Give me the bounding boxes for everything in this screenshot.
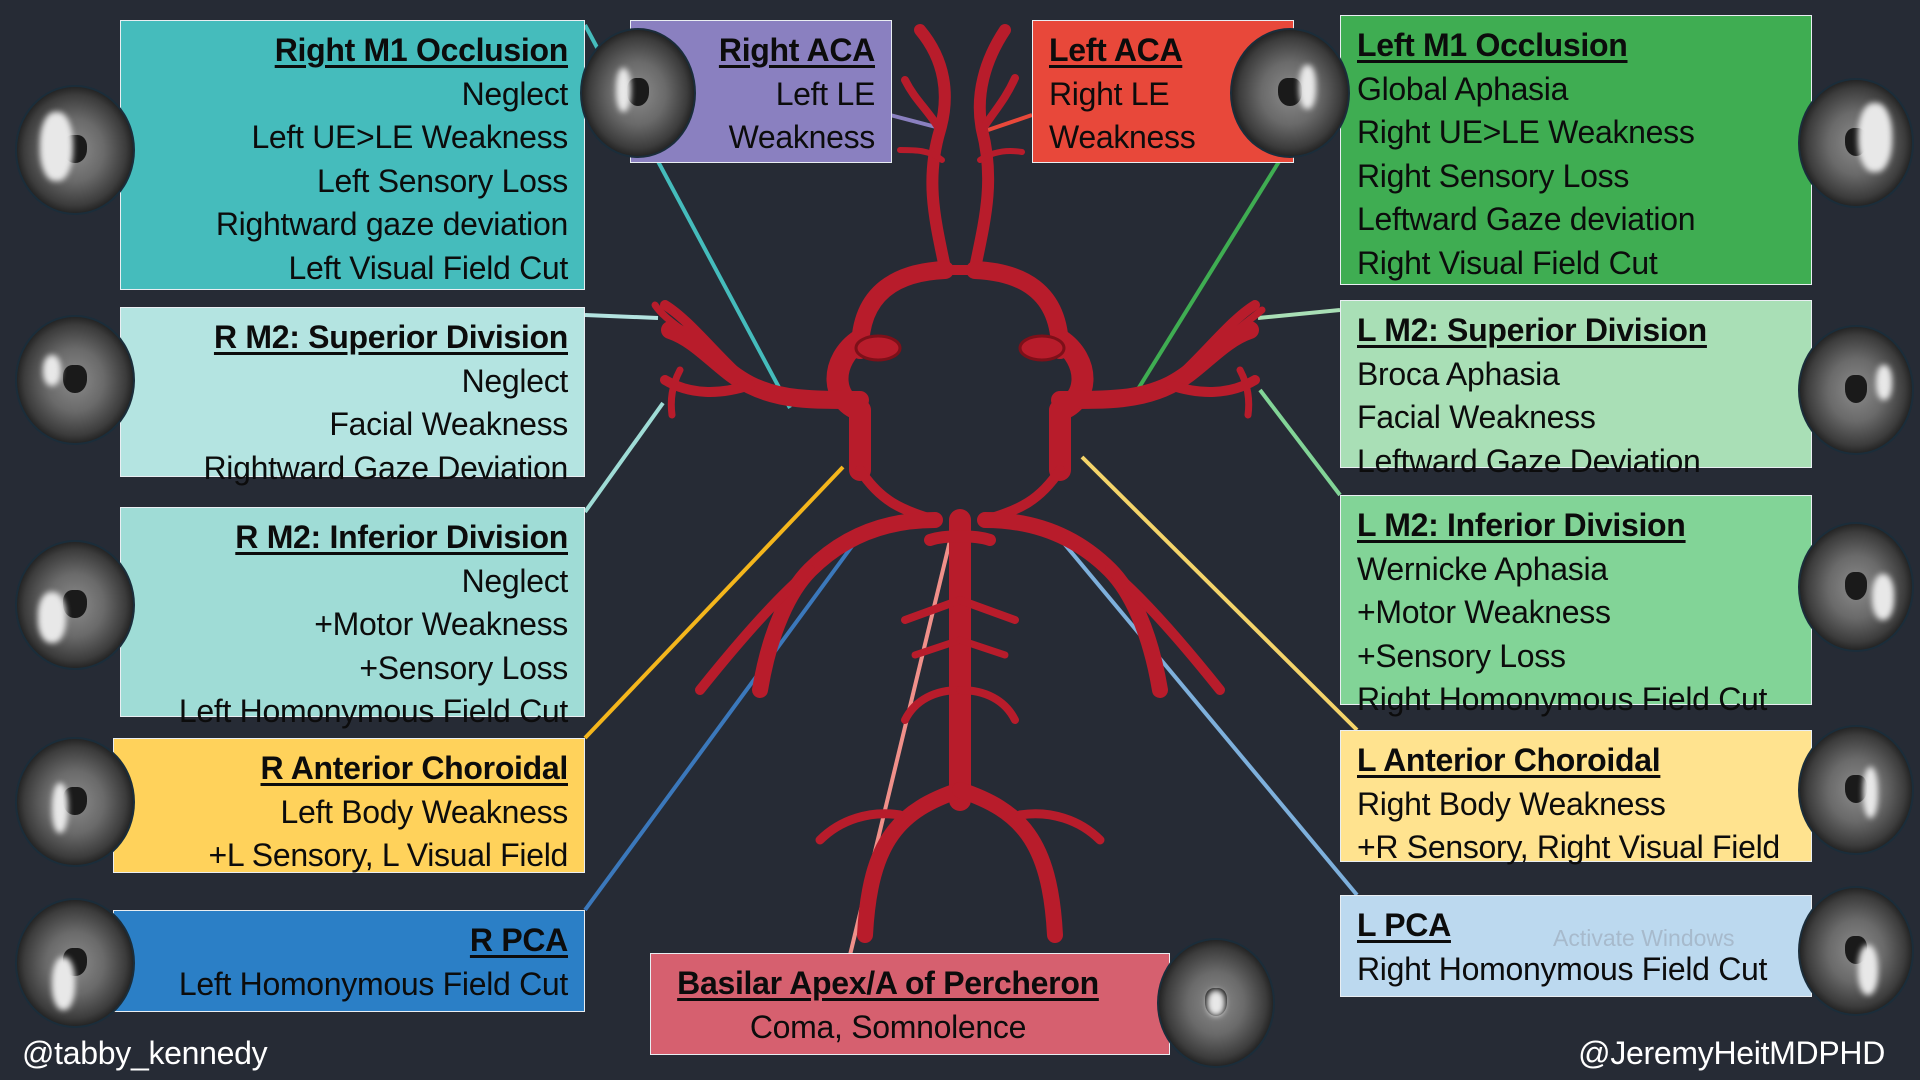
r-m2-sup-symptom-2: Facial Weakness [329, 406, 568, 442]
mri-scan-l-m2-sup [1798, 325, 1914, 455]
right-m1-title: Right M1 Occlusion [274, 32, 569, 68]
connector-l-pca [1055, 533, 1359, 897]
l-m2-inferior-box: L M2: Inferior Division Wernicke Aphasia… [1340, 495, 1812, 717]
connector-r-m2-sup [584, 313, 659, 320]
r-ant-chor-title: R Anterior Choroidal [260, 750, 569, 786]
r-m2-sup-symptom-1: Neglect [461, 362, 569, 399]
right-m1-symptom-2: Left UE>LE Weakness [251, 119, 568, 155]
left-m1-title: Left M1 Occlusion [1357, 27, 1628, 63]
right-m1-symptom-4: Rightward gaze deviation [215, 206, 568, 242]
mri-scan-basilar [1157, 938, 1275, 1068]
connector-left-aca [987, 113, 1033, 132]
l-m2-superior-box: L M2: Superior Division Broca Aphasia Fa… [1340, 300, 1812, 479]
artery-tree [651, 24, 1266, 943]
l-m2-sup-symptom-2: Facial Weakness [1357, 399, 1596, 435]
right-aca-symptom-2: Weakness [728, 119, 876, 155]
basilar-title: Basilar Apex/A of Percheron [677, 965, 1099, 1001]
connector-lines [583, 24, 1359, 956]
l-pca-title: L PCA [1357, 907, 1451, 943]
mri-scan-left-m1 [1798, 78, 1914, 208]
l-m2-inf-symptom-2: +Motor Weakness [1357, 594, 1611, 630]
r-m2-superior-box: R M2: Superior Division Neglect Facial W… [120, 307, 585, 486]
r-ant-chor-symptom-2: +L Sensory, L Visual Field [208, 837, 568, 873]
l-ant-chor-title: L Anterior Choroidal [1357, 742, 1661, 778]
l-ant-chor-symptom-2: +R Sensory, Right Visual Field [1357, 829, 1780, 865]
credit-jeremy-heit: @JeremyHeitMDPHD [1578, 1035, 1885, 1071]
mri-scan-r-pca [15, 898, 135, 1028]
left-pca-vessel [977, 512, 1168, 698]
mri-scan-r-m2-sup [15, 315, 135, 445]
r-pca-title: R PCA [469, 922, 568, 958]
credit-tabby-kennedy: @tabby_kennedy [22, 1035, 268, 1071]
left-m1-occlusion-box: Left M1 Occlusion Global Aphasia Right U… [1340, 15, 1812, 285]
r-m2-inferior-box: R M2: Inferior Division Neglect +Motor W… [120, 507, 585, 729]
connector-l-m2-sup [1257, 308, 1341, 320]
mri-scan-l-m2-inf [1798, 522, 1914, 652]
right-aca-title: Right ACA [718, 32, 875, 68]
l-pca-box: L PCA Right Homonymous Field Cut [1340, 895, 1812, 997]
right-m1-symptom-3: Left Sensory Loss [316, 162, 568, 199]
r-anterior-choroidal-box: R Anterior Choroidal Left Body Weakness … [113, 738, 585, 873]
l-ant-chor-symptom-1: Right Body Weakness [1357, 785, 1666, 822]
left-m1-symptom-1: Global Aphasia [1357, 70, 1569, 107]
mri-scan-r-m2-inf [15, 540, 135, 670]
mri-scan-l-pca [1798, 886, 1914, 1016]
right-m1-symptom-1: Neglect [461, 75, 569, 112]
mri-scan-r-ant-chor [15, 737, 135, 867]
mri-scan-l-ant-chor [1798, 725, 1914, 855]
left-m1-symptom-5: Right Visual Field Cut [1357, 244, 1658, 281]
left-aca-symptom-1: Right LE [1049, 75, 1170, 112]
r-pca-box: R PCA Left Homonymous Field Cut [113, 910, 585, 1012]
basilar-symptom-1: Coma, Somnolence [749, 1008, 1027, 1045]
l-m2-inf-title: L M2: Inferior Division [1357, 507, 1686, 543]
connector-r-m2-inf [583, 401, 665, 514]
mri-scan-left-aca [1230, 28, 1350, 158]
r-m2-inf-title: R M2: Inferior Division [235, 519, 568, 555]
l-m2-inf-symptom-3: +Sensory Loss [1357, 637, 1566, 674]
left-aca-title: Left ACA [1049, 32, 1183, 68]
left-m1-symptom-3: Right Sensory Loss [1357, 157, 1630, 194]
right-aca-symptom-1: Left LE [775, 75, 876, 112]
l-m2-sup-title: L M2: Superior Division [1357, 312, 1707, 348]
l-anterior-choroidal-box: L Anterior Choroidal Right Body Weakness… [1340, 730, 1812, 865]
r-m2-sup-symptom-3: Rightward Gaze Deviation [203, 449, 568, 486]
left-aca-symptom-2: Weakness [1049, 119, 1196, 155]
l-m2-sup-symptom-1: Broca Aphasia [1357, 355, 1560, 392]
connector-left-m1 [1128, 158, 1282, 404]
left-m1-symptom-2: Right UE>LE Weakness [1357, 114, 1695, 150]
right-m1-symptom-5: Left Visual Field Cut [288, 249, 569, 286]
connector-r-pca [583, 536, 860, 912]
r-pca-symptom-1: Left Homonymous Field Cut [178, 965, 568, 1002]
right-pca-vessel [752, 512, 943, 698]
l-m2-inf-symptom-1: Wernicke Aphasia [1357, 550, 1608, 587]
r-m2-inf-symptom-4: Left Homonymous Field Cut [178, 693, 568, 729]
connector-l-ant-chor [1080, 455, 1359, 732]
r-m2-sup-title: R M2: Superior Division [213, 319, 568, 355]
r-m2-inf-symptom-1: Neglect [461, 562, 569, 599]
basilar-apex-box: Basilar Apex/A of Percheron Coma, Somnol… [650, 953, 1170, 1055]
activate-windows-watermark: Activate Windows [1553, 925, 1735, 951]
connector-r-ant-chor [583, 465, 845, 740]
connector-l-m2-inf [1258, 388, 1342, 497]
right-m1-occlusion-box: Right M1 Occlusion Neglect Left UE>LE We… [120, 20, 585, 290]
l-m2-inf-symptom-4: Right Homonymous Field Cut [1357, 681, 1768, 717]
mri-scan-right-aca [580, 28, 696, 158]
r-ant-chor-symptom-1: Left Body Weakness [280, 793, 568, 830]
l-pca-symptom-1: Right Homonymous Field Cut [1357, 950, 1768, 987]
left-m1-symptom-4: Leftward Gaze deviation [1357, 201, 1696, 237]
l-m2-sup-symptom-3: Leftward Gaze Deviation [1357, 442, 1701, 479]
connector-right-aca [889, 113, 941, 130]
r-m2-inf-symptom-2: +Motor Weakness [314, 606, 568, 642]
right-vertebral [857, 782, 968, 943]
left-vertebral [952, 782, 1063, 943]
mri-scan-right-m1 [15, 85, 135, 215]
r-m2-inf-symptom-3: +Sensory Loss [359, 649, 568, 686]
